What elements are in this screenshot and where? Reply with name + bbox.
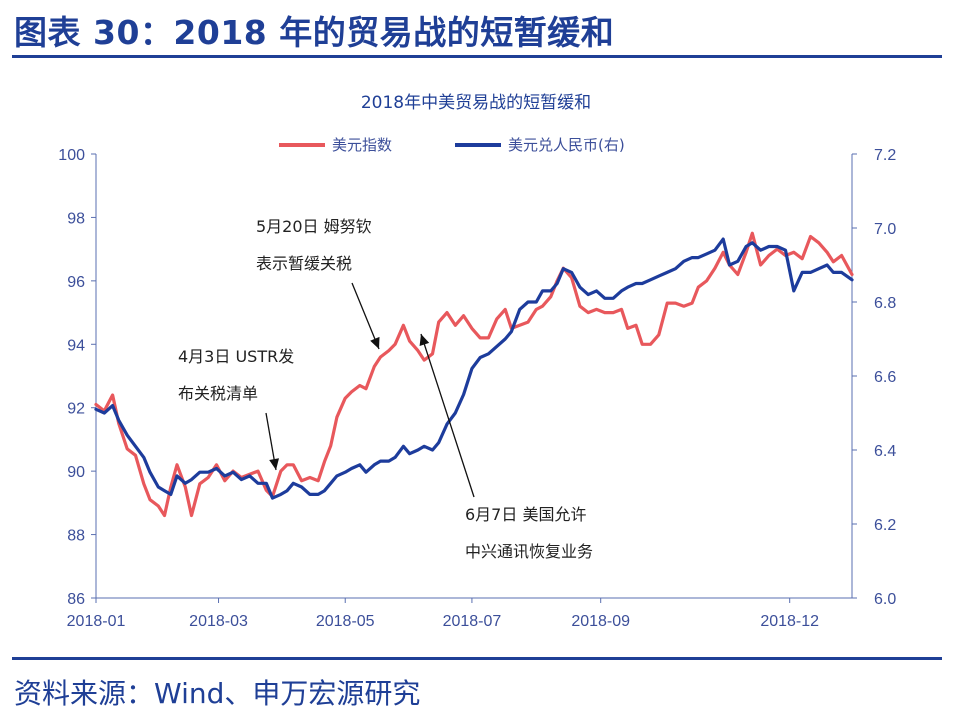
annotation-arrowhead (370, 336, 380, 349)
annotation-arrowhead (419, 334, 430, 346)
right-y-tick-label: 6.6 (874, 369, 896, 386)
legend-label-dollar-index: 美元指数 (332, 136, 392, 154)
x-tick-label: 2018-07 (443, 613, 502, 630)
chart-title: 2018年中美贸易战的短暂缓和 (361, 93, 591, 113)
right-y-tick-label: 6.4 (874, 443, 896, 460)
x-tick-label: 2018-01 (67, 613, 126, 630)
series-line-usdcny (94, 237, 854, 500)
x-tick-label: 2018-12 (760, 613, 819, 630)
right-y-tick-label: 6.8 (874, 295, 896, 312)
legend: 美元指数 美元兑人民币(右) (279, 136, 625, 154)
left-y-tick-label: 92 (67, 401, 85, 418)
figure-title: 图表 30：2018 年的贸易战的短暂缓和 (14, 13, 615, 52)
left-y-tick-label: 98 (67, 210, 85, 227)
footer-divider (12, 657, 942, 660)
annotation-arrowhead (269, 458, 279, 470)
x-tick-label: 2018-03 (189, 613, 248, 630)
left-y-tick-label: 100 (58, 147, 85, 164)
right-y-tick-label: 6.0 (874, 591, 896, 608)
annotation-arrow-line (420, 333, 475, 498)
x-tick-label: 2018-09 (571, 613, 630, 630)
left-y-tick-label: 88 (67, 528, 85, 545)
title-divider (12, 55, 942, 58)
left-y-tick-label: 94 (67, 337, 85, 354)
right-y-tick-label: 7.2 (874, 147, 896, 164)
right-y-tick-label: 7.0 (874, 221, 896, 238)
annotation-text: 中兴通讯恢复业务 (465, 542, 593, 561)
legend-label-usdcny: 美元兑人民币(右) (508, 136, 625, 154)
left-y-tick-label: 96 (67, 274, 85, 291)
source-note: 资料来源：Wind、申万宏源研究 (14, 677, 421, 710)
annotation-text: 4月3日 USTR发 (178, 347, 294, 366)
annotation-text: 5月20日 姆努钦 (256, 217, 372, 236)
left-y-tick-label: 90 (67, 464, 85, 481)
left-y-tick-label: 86 (67, 591, 85, 608)
annotation-arrow-line (351, 282, 380, 350)
annotation-text: 布关税清单 (178, 384, 258, 403)
right-y-tick-label: 6.2 (874, 517, 896, 534)
x-tick-label: 2018-05 (316, 613, 375, 630)
annotation-text: 表示暂缓关税 (256, 254, 352, 273)
annotation-text: 6月7日 美国允许 (465, 505, 586, 524)
